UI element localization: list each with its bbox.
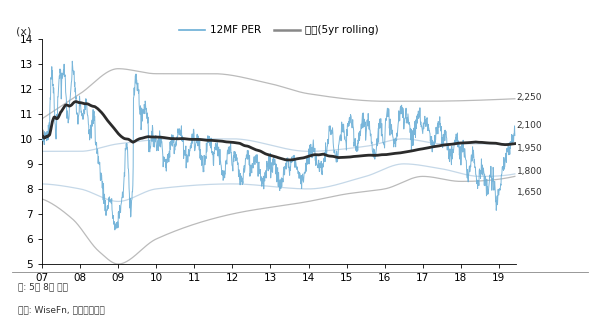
Text: 1,650: 1,650 [517,188,542,197]
Legend: 12MF PER, 평균(5yr rolling): 12MF PER, 평균(5yr rolling) [175,21,383,40]
Text: 1,950: 1,950 [517,144,542,153]
Text: 1,800: 1,800 [517,167,542,176]
Text: 2,250: 2,250 [517,93,542,102]
Text: 2,100: 2,100 [517,120,542,129]
Text: 자료: WiseFn, 한국투자증권: 자료: WiseFn, 한국투자증권 [18,305,105,314]
Text: 주: 5월 8일 기준: 주: 5월 8일 기준 [18,283,68,292]
Text: (x): (x) [16,26,31,36]
